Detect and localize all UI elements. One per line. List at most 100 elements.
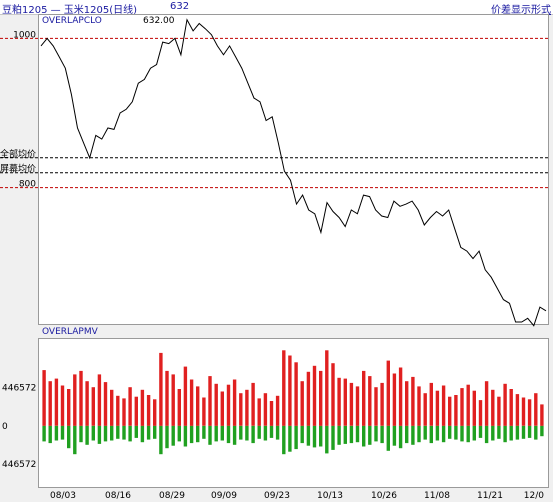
volume-bar-up: [140, 389, 145, 426]
volume-bar-up: [478, 400, 483, 426]
volume-bar-down: [282, 425, 286, 455]
x-tick-label: 08/03: [50, 491, 76, 501]
volume-bar-down: [521, 425, 526, 439]
volume-bar-up: [85, 381, 89, 426]
volume-bar-down: [269, 425, 274, 438]
volume-bar-up: [429, 382, 433, 426]
volume-bar-up: [73, 374, 77, 426]
volume-bar-up: [134, 396, 138, 426]
volume-bar-down: [128, 425, 132, 442]
volume-bar-down: [263, 425, 268, 441]
volume-bar-up: [183, 366, 188, 426]
volume-bar-up: [337, 377, 341, 426]
volume-bar-up: [491, 389, 495, 426]
volume-bar-up: [282, 350, 286, 426]
volume-bar-down: [319, 425, 323, 447]
volume-bar-down: [411, 425, 415, 445]
volume-bar-up: [497, 396, 501, 426]
volume-bar-down: [509, 425, 513, 441]
volume-bar-down: [275, 425, 280, 440]
volume-bar-up: [67, 389, 71, 426]
volume-bar-down: [257, 425, 261, 439]
volume-bar-down: [251, 425, 255, 444]
volume-bar-down: [466, 425, 470, 443]
reference-label-3: 800: [19, 180, 36, 190]
volume-bar-up: [48, 381, 52, 426]
volume-bar-up: [97, 374, 102, 426]
volume-bar-up: [159, 352, 163, 426]
volume-bar-down: [48, 425, 52, 444]
volume-bar-down: [380, 425, 384, 444]
volume-bar-up: [232, 379, 237, 426]
volume-bar-down: [208, 425, 212, 445]
volume-bar-down: [294, 425, 298, 450]
volume-bar-up: [540, 404, 544, 426]
volume-bar-down: [122, 425, 126, 440]
volume-bar-down: [405, 425, 409, 444]
reference-label-2: 屏幕均价: [0, 163, 36, 175]
volume-bar-up: [312, 365, 317, 426]
volume-bar-down: [355, 425, 360, 443]
volume-bar-up: [534, 393, 538, 426]
volume-bar-down: [472, 425, 476, 441]
volume-bar-up: [448, 396, 452, 426]
volume-bar-up: [294, 362, 298, 426]
pair-title: 豆粕1205 — 玉米1205(日线): [2, 5, 138, 16]
x-tick-label: 09/09: [211, 491, 237, 501]
volume-bar-up: [257, 398, 261, 426]
volume-bar-up: [509, 389, 513, 426]
volume-bar-up: [128, 387, 132, 426]
reference-label-1: 全部均价: [0, 148, 36, 160]
volume-bar-up: [325, 350, 329, 426]
volume-bar-down: [368, 425, 372, 445]
volume-bar-down: [386, 425, 390, 451]
volume-panel-title: OVERLAPMV: [42, 327, 98, 337]
volume-bar-up: [60, 385, 65, 426]
volume-bar-up: [411, 376, 415, 426]
volume-bar-up: [319, 370, 323, 426]
volume-bar-down: [454, 425, 458, 440]
x-tick-label: 11/21: [477, 491, 503, 501]
volume-bar-up: [153, 399, 157, 426]
volume-bar-down: [42, 425, 46, 442]
volume-bar-down: [362, 425, 366, 447]
volume-bar-down: [85, 425, 89, 445]
x-tick-label: 09/23: [264, 491, 290, 501]
volume-bar-up: [460, 388, 464, 426]
volume-bar-down: [110, 425, 114, 441]
volume-bar-down: [423, 425, 427, 440]
volume-bar-up: [91, 387, 95, 426]
volume-bar-up: [343, 378, 347, 426]
volume-bar-down: [300, 425, 304, 444]
volume-bar-down: [503, 425, 507, 443]
volume-bar-down: [232, 425, 237, 445]
volume-bar-down: [171, 425, 175, 446]
volume-bar-down: [392, 425, 397, 446]
volume-bar-down: [239, 425, 243, 440]
volume-bar-down: [417, 425, 421, 443]
volume-bar-down: [349, 425, 354, 444]
volume-bar-down: [288, 425, 292, 452]
volume-bar-up: [116, 395, 120, 426]
volume-bar-down: [103, 425, 108, 442]
volume-bar-up: [275, 395, 280, 426]
volume-bar-up: [208, 376, 212, 426]
volume-bar-up: [515, 394, 520, 426]
spread-mode-link[interactable]: 价差显示形式: [491, 5, 551, 16]
volume-bar-up: [122, 398, 126, 426]
volume-bar-up: [110, 389, 114, 426]
volume-bar-up: [417, 386, 421, 426]
volume-bar-up: [527, 399, 532, 426]
volume-bar-up: [189, 379, 194, 426]
x-tick-label: 12/0: [524, 491, 544, 501]
volume-bar-down: [116, 425, 120, 439]
volume-bar-up: [202, 397, 206, 426]
volume-bar-up: [226, 384, 231, 426]
volume-bar-up: [171, 374, 175, 426]
volume-tick-label: 0: [2, 422, 8, 432]
volume-bar-up: [177, 389, 181, 426]
volume-bar-down: [214, 425, 218, 442]
volume-bar-down: [79, 425, 83, 443]
volume-bar-down: [189, 425, 194, 444]
